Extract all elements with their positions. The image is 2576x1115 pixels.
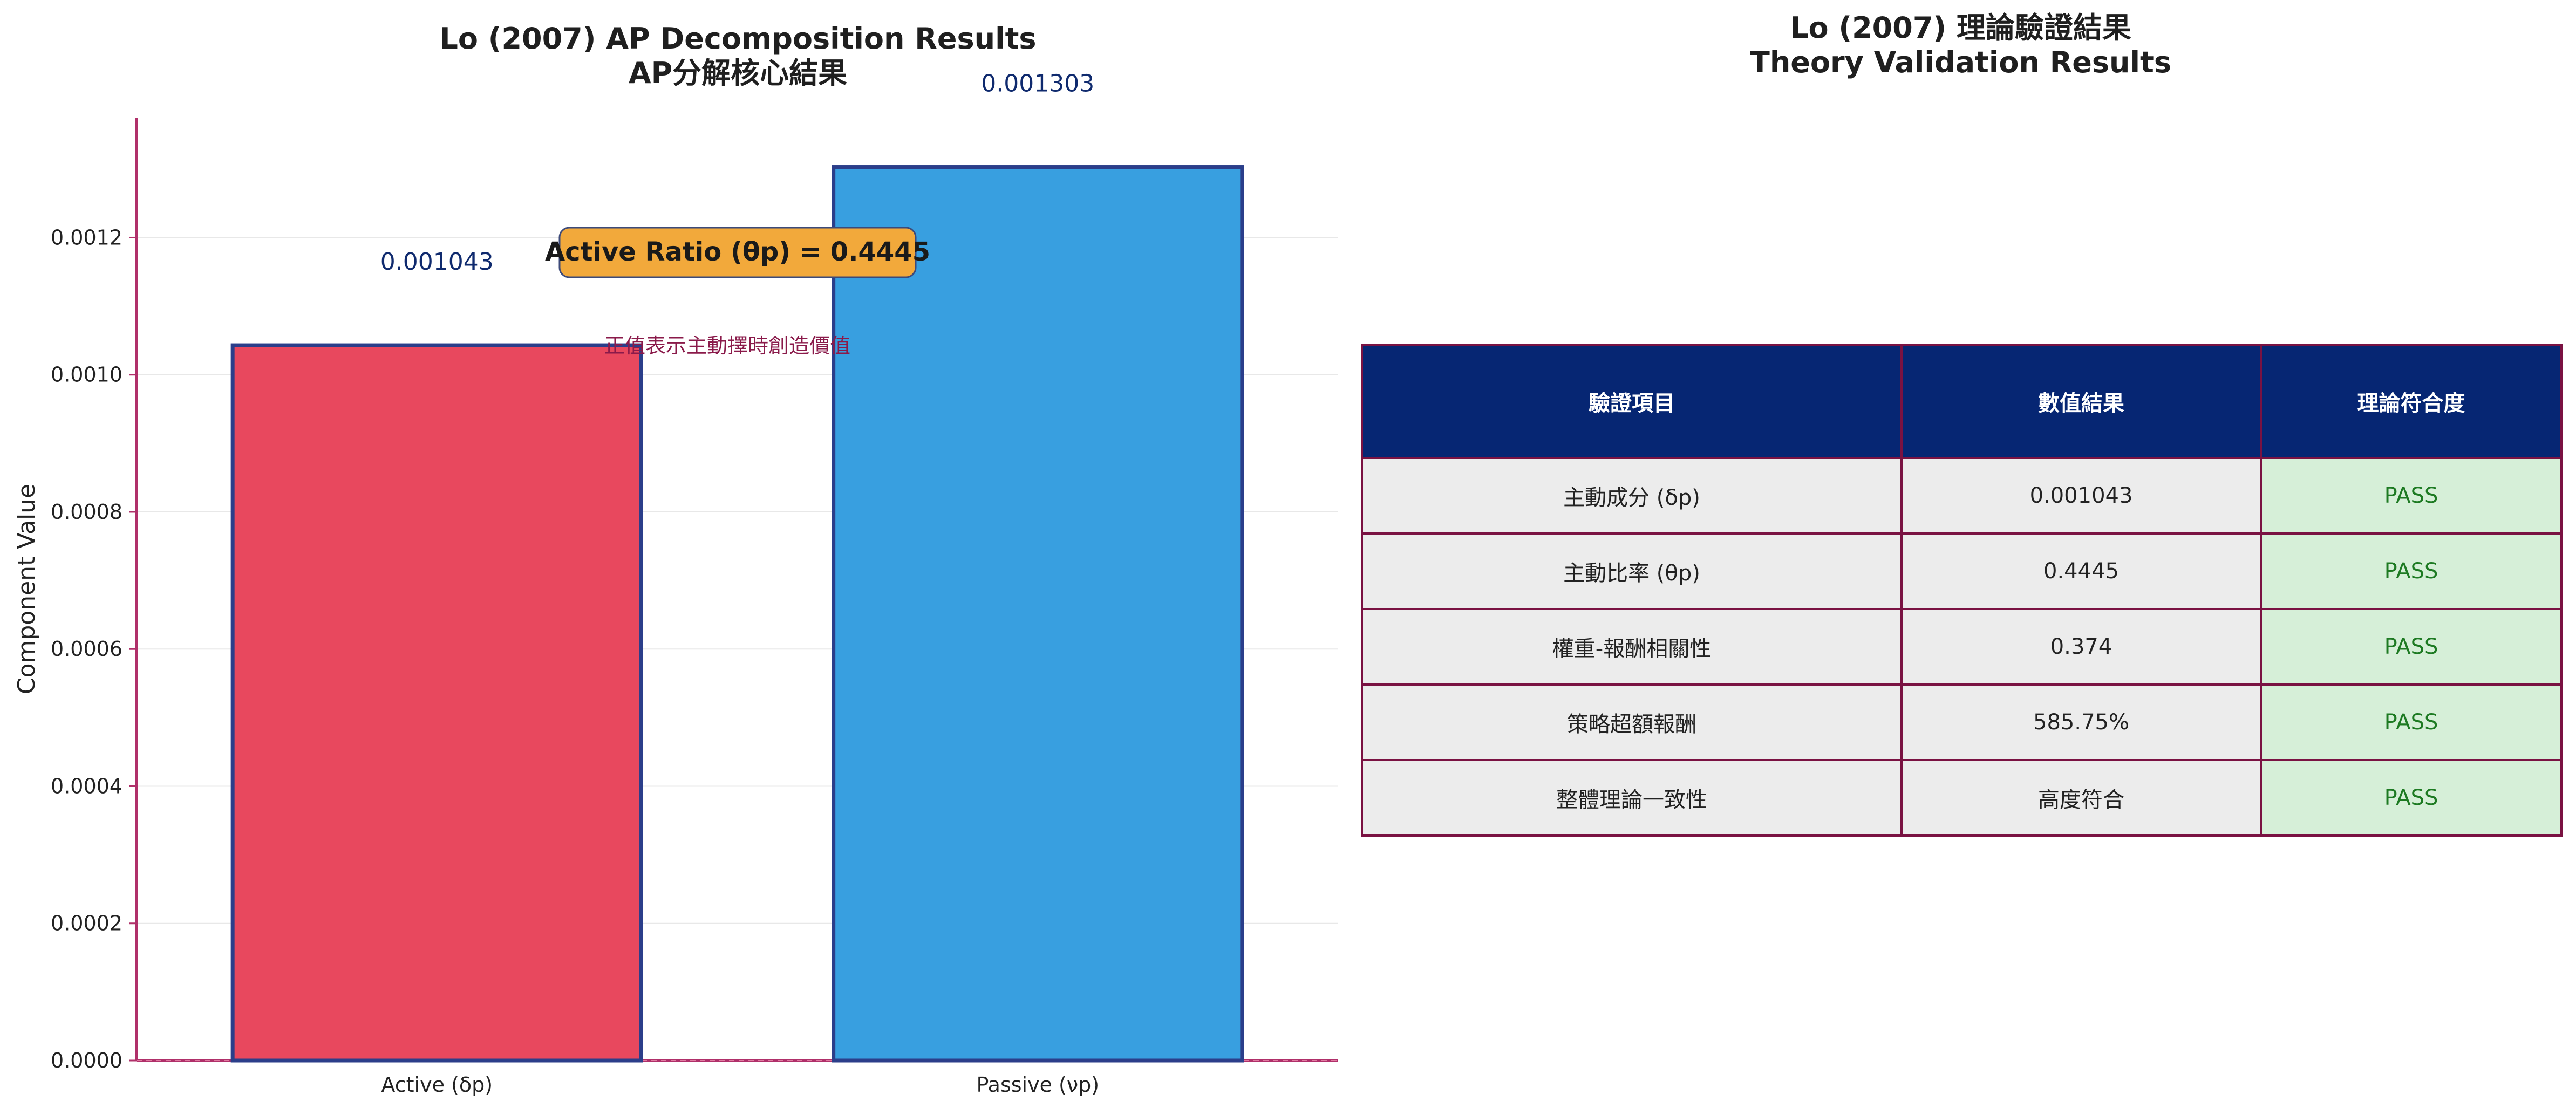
cell-value: 0.4445 bbox=[1900, 532, 2262, 610]
ap-decomposition-chart: Lo (2007) AP Decomposition Results AP分解核… bbox=[13, 22, 1338, 1097]
cell-item: 主動成分 (δp) bbox=[1361, 457, 1903, 535]
cell-item: 整體理論一致性 bbox=[1361, 759, 1903, 837]
cell-status-pass: PASS bbox=[2260, 457, 2563, 535]
cell-value: 0.374 bbox=[1900, 608, 2262, 686]
table-header-row: 驗證項目 數值結果 理論符合度 bbox=[1361, 344, 2563, 459]
cell-item: 策略超額報酬 bbox=[1361, 683, 1903, 761]
y-axis-label: Component Value bbox=[13, 484, 40, 694]
cell-status-pass: PASS bbox=[2260, 532, 2563, 610]
header-item: 驗證項目 bbox=[1361, 344, 1903, 459]
y-tick-label: 0.0006 bbox=[51, 637, 122, 661]
cell-status-pass: PASS bbox=[2260, 683, 2563, 761]
validation-table: 驗證項目 數值結果 理論符合度 主動成分 (δp) 0.001043 PASS … bbox=[1361, 344, 2563, 837]
header-conformity: 理論符合度 bbox=[2260, 344, 2563, 459]
table-row: 權重-報酬相關性 0.374 PASS bbox=[1361, 608, 2563, 686]
bar-value-label-active: 0.001043 bbox=[380, 248, 494, 276]
x-tick-label-passive: Passive (νp) bbox=[976, 1073, 1099, 1097]
y-tick-label: 0.0012 bbox=[51, 225, 122, 249]
chart-title: Lo (2007) AP Decomposition Results bbox=[439, 22, 1037, 56]
table-title: Lo (2007) 理論驗證結果 bbox=[1790, 11, 2131, 45]
bar-chart-svg: 0.0000 0.0002 0.0004 0.0006 0.0008 0.0010 0.00… bbox=[13, 70, 1338, 1097]
y-tick-label: 0.0002 bbox=[51, 912, 122, 935]
table-subtitle: Theory Validation Results bbox=[1750, 45, 2171, 79]
table-row: 策略超額報酬 585.75% PASS bbox=[1361, 683, 2563, 761]
cell-item: 權重-報酬相關性 bbox=[1361, 608, 1903, 686]
cell-value: 585.75% bbox=[1900, 683, 2262, 761]
y-tick-label: 0.0010 bbox=[51, 363, 122, 387]
cell-value: 0.001043 bbox=[1900, 457, 2262, 535]
active-ratio-text: Active Ratio (θp) = 0.4445 bbox=[545, 237, 930, 267]
table-row: 整體理論一致性 高度符合 PASS bbox=[1361, 759, 2563, 837]
active-ratio-box bbox=[558, 227, 917, 278]
table-row: 主動成分 (δp) 0.001043 PASS bbox=[1361, 457, 2563, 535]
bar-passive bbox=[832, 165, 1244, 1063]
bar-value-label-passive: 0.001303 bbox=[981, 70, 1094, 98]
table-row: 主動比率 (θp) 0.4445 PASS bbox=[1361, 532, 2563, 610]
y-ticks: 0.0000 0.0002 0.0004 0.0006 0.0008 0.0010 0.00… bbox=[51, 225, 137, 1072]
y-tick-label: 0.0004 bbox=[51, 774, 122, 798]
bar-active bbox=[230, 343, 643, 1063]
x-tick-label-active: Active (δp) bbox=[381, 1073, 493, 1097]
header-value: 數值結果 bbox=[1900, 344, 2262, 459]
y-tick-label: 0.0000 bbox=[51, 1049, 122, 1072]
cell-status-pass: PASS bbox=[2260, 608, 2563, 686]
y-tick-label: 0.0008 bbox=[51, 500, 122, 524]
cell-status-pass: PASS bbox=[2260, 759, 2563, 837]
chart-subtitle: AP分解核心結果 bbox=[628, 56, 848, 90]
cell-value: 高度符合 bbox=[1900, 759, 2262, 837]
annotation-note: 正值表示主動擇時創造價值 bbox=[604, 334, 850, 358]
cell-item: 主動比率 (θp) bbox=[1361, 532, 1903, 610]
